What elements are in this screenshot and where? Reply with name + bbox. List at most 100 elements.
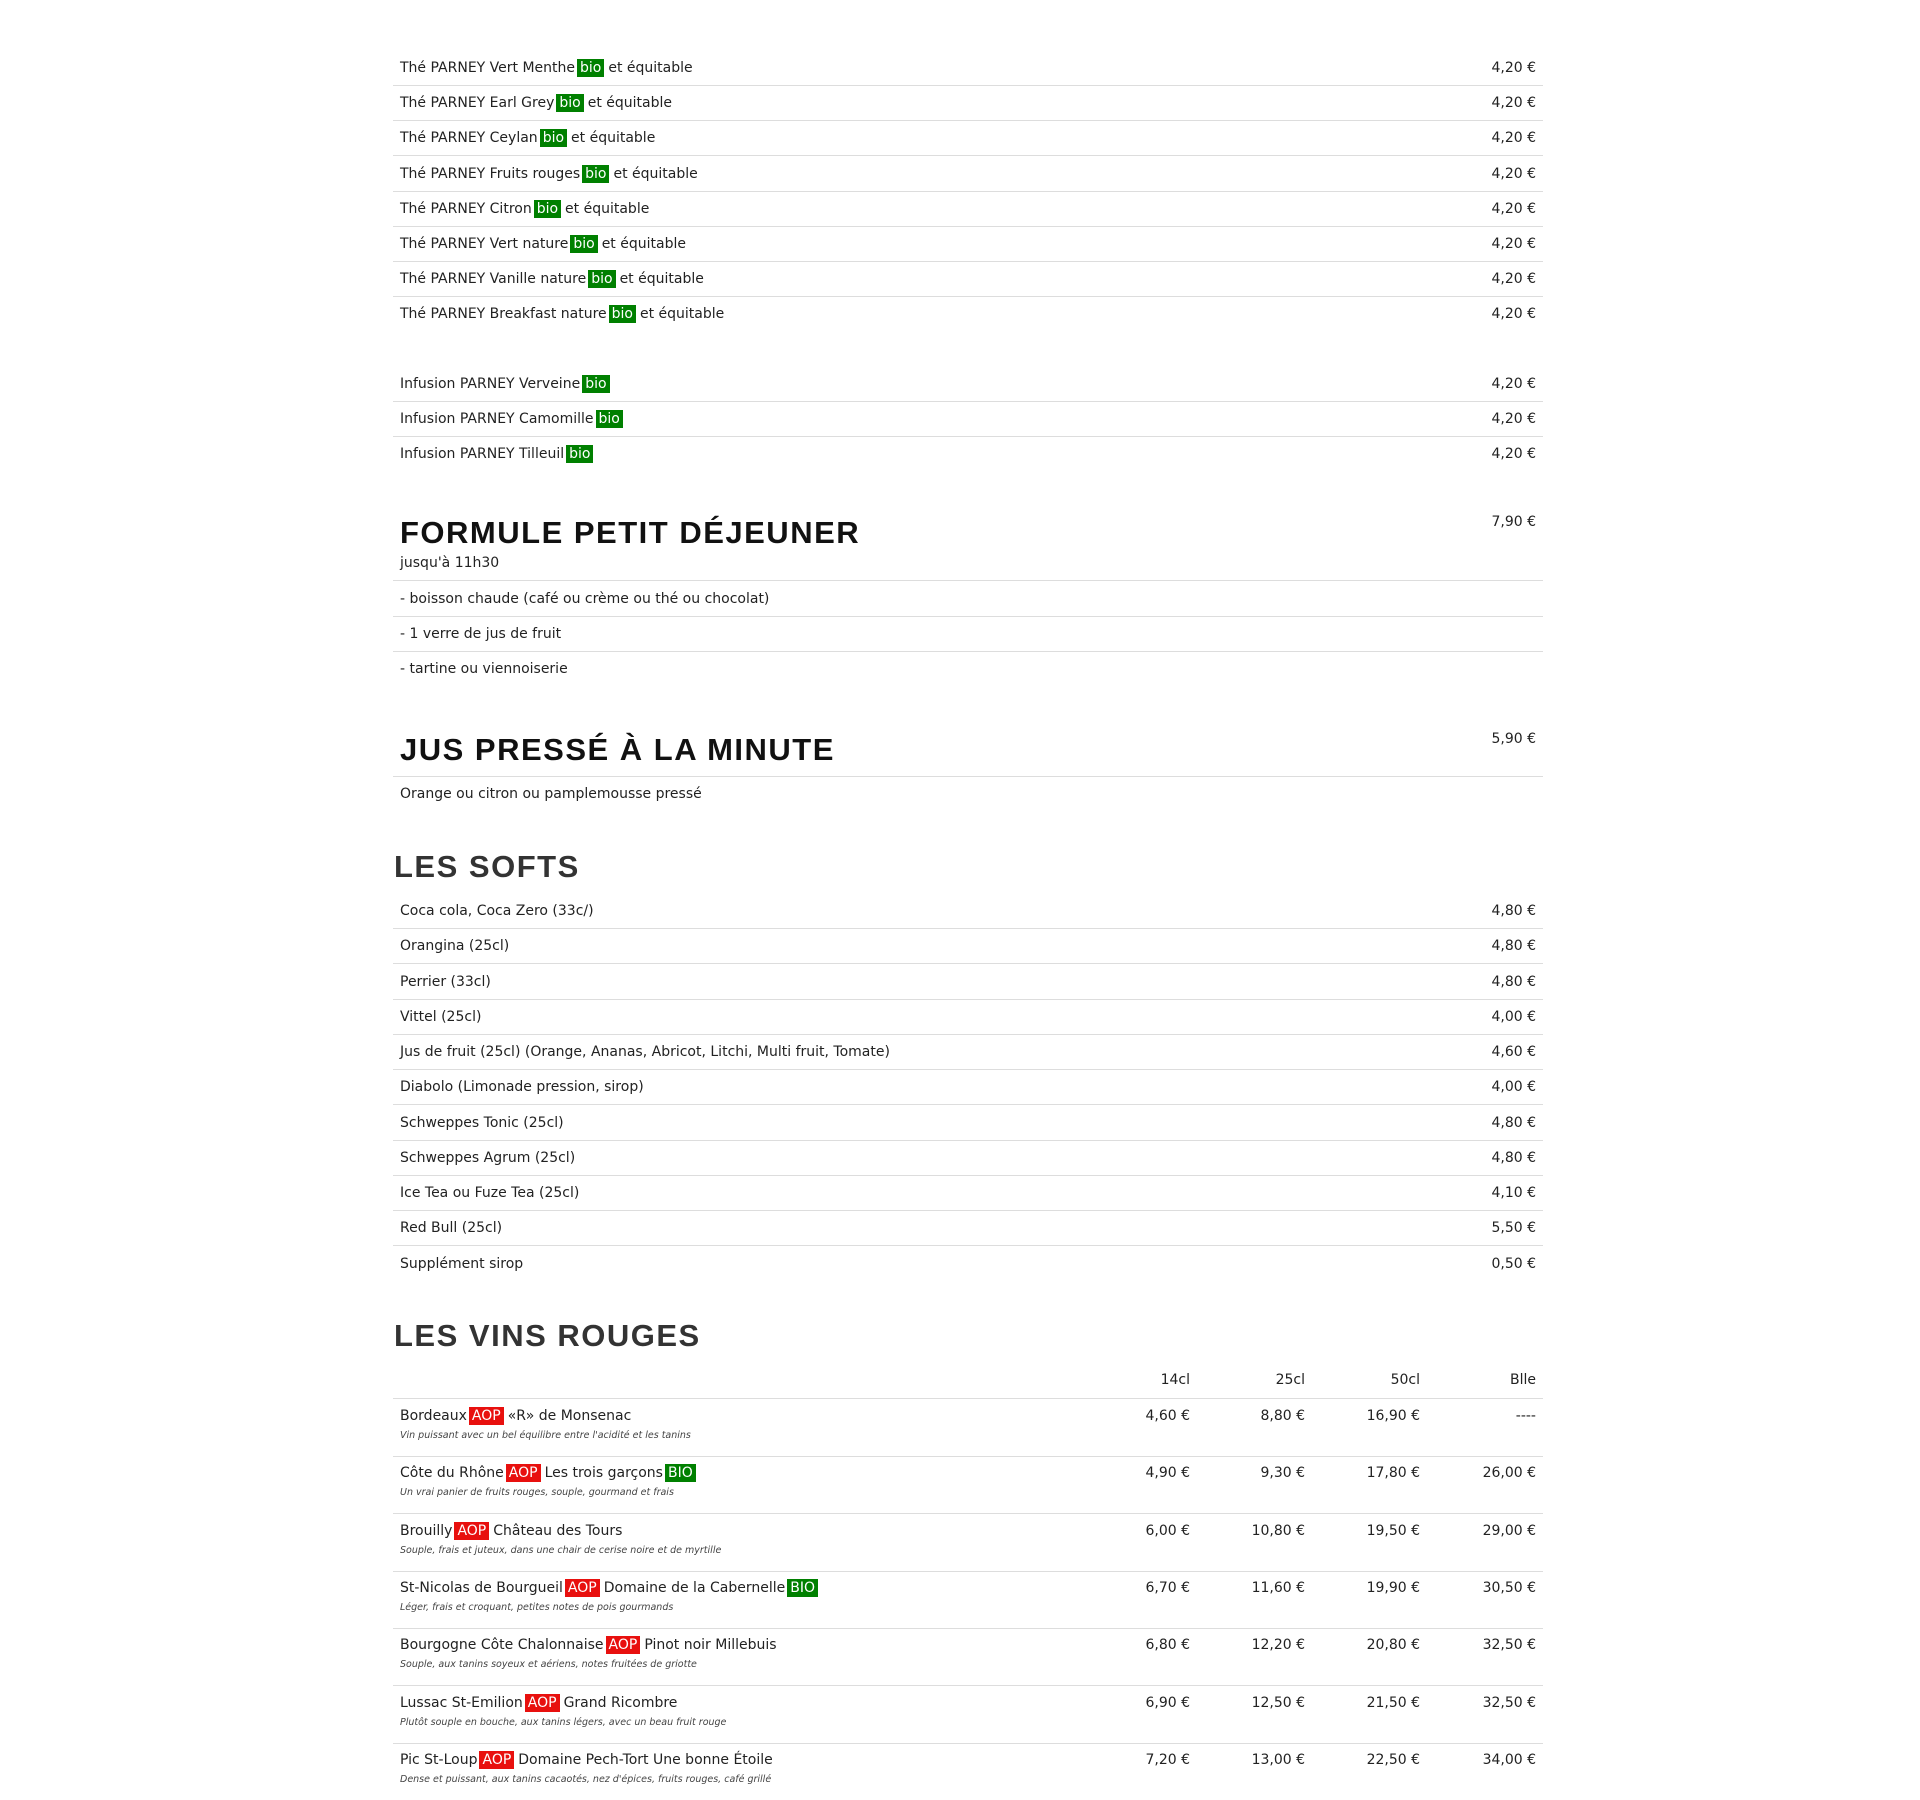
price: 19,50 € (1366, 1522, 1420, 1539)
price: 4,60 € (1145, 1408, 1190, 1424)
price: 4,60 € (1491, 1044, 1536, 1060)
text: St-Nicolas de Bourgueil (400, 1579, 563, 1596)
tea-item: Thé PARNEY Vert Menthe bio et équitable (400, 58, 693, 78)
badge: AOP (605, 1636, 641, 1655)
separator (393, 1104, 1543, 1106)
separator (393, 1742, 1543, 1744)
price: 4,20 € (1491, 60, 1536, 76)
separator (393, 998, 1543, 1000)
text: et équitable (639, 306, 725, 323)
badge: bio (577, 59, 605, 77)
price: 30,50 € (1482, 1579, 1536, 1596)
tea-item: Thé PARNEY Breakfast nature bio et équitab… (400, 304, 724, 324)
text: et équitable (571, 130, 656, 147)
separator (393, 1245, 1543, 1247)
text: Thé PARNEY Earl Grey (400, 95, 555, 112)
price: 13,00 € (1251, 1751, 1305, 1768)
heading: JUS PRESSÉ À LA MINUTE (400, 732, 835, 767)
text: Thé PARNEY Vert Menthe (400, 60, 575, 76)
price: 7,90 € (1491, 514, 1536, 530)
soft-name: Diabolo (Limonade pression, sirop) (400, 1079, 644, 1096)
subtitle: jusqu'à 11h30 (400, 555, 500, 571)
text: Thé PARNEY Fruits rouges (400, 165, 581, 182)
price: 4,20 € (1491, 446, 1536, 463)
text: Infusion PARNEY Verveine (400, 376, 581, 392)
price: 4,90 € (1145, 1465, 1190, 1482)
price: 4,20 € (1491, 236, 1536, 252)
wine-name: St-Nicolas de Bourgueil AOP Domaine de la … (400, 1578, 822, 1598)
price: 4,80 € (1491, 938, 1536, 955)
wine-description: Souple, frais et juteux, dans une chair … (400, 1544, 722, 1556)
separator (393, 580, 1543, 581)
price: 4,20 € (1491, 271, 1536, 288)
price: 50cl (1390, 1372, 1420, 1388)
badge: bio (556, 94, 584, 113)
wine-description: Souple, aux tanins soyeux et aériens, no… (400, 1659, 697, 1671)
infusion-item: Infusion PARNEY Camomille bio (400, 409, 627, 429)
price: 6,70 € (1145, 1579, 1190, 1596)
price: 4,80 € (1491, 903, 1536, 919)
price: 4,20 € (1491, 165, 1536, 182)
wine-description: Un vrai panier de fruits rouges, souple,… (400, 1487, 674, 1499)
text: Thé PARNEY Ceylan (400, 130, 538, 147)
section-title: LES VINS ROUGES (394, 1318, 701, 1353)
price: 6,80 € (1145, 1637, 1190, 1654)
price: 4,20 € (1491, 200, 1536, 217)
wine-description: Dense et puissant, aux tanins cacaotés, … (400, 1773, 772, 1785)
price: 22,50 € (1366, 1751, 1420, 1768)
soft-name: Schweppes Agrum (25cl) (400, 1149, 576, 1166)
separator (393, 120, 1543, 122)
separator (393, 1069, 1543, 1070)
price: 19,90 € (1366, 1579, 1420, 1596)
heading: FORMULE PETIT DÉJEUNER (400, 515, 861, 550)
tea-item: Thé PARNEY Citron bio et équitable (400, 199, 649, 219)
badge: AOP (524, 1693, 560, 1712)
wine-name: Bourgogne Côte Chalonnaise AOP Pinot noir … (400, 1635, 777, 1655)
text: Thé PARNEY Citron (400, 200, 532, 217)
price: 12,20 € (1251, 1637, 1305, 1654)
separator (393, 928, 1543, 929)
soft-name: Vittel (25cl) (400, 1008, 482, 1025)
separator (393, 616, 1543, 617)
tea-item: Thé PARNEY Ceylan bio et équitable (400, 128, 655, 148)
soft-name: Jus de fruit (25cl) (Orange, Ananas, Abr… (400, 1044, 890, 1060)
price: 5,90 € (1491, 731, 1536, 747)
price: 12,50 € (1251, 1694, 1305, 1711)
badge: AOP (479, 1750, 515, 1769)
tea-item: Thé PARNEY Fruits rouges bio et équitable (400, 164, 698, 184)
text: et équitable (608, 60, 693, 76)
wine-description: Léger, frais et croquant, petites notes … (400, 1601, 674, 1613)
price: 34,00 € (1482, 1751, 1536, 1768)
separator (393, 1139, 1543, 1141)
price: 7,20 € (1145, 1751, 1190, 1768)
wine-description: Vin puissant avec un bel équilibre entre… (400, 1430, 691, 1441)
separator (393, 1033, 1543, 1035)
separator (393, 1174, 1543, 1176)
separator (393, 1456, 1543, 1457)
separator (393, 651, 1543, 653)
price: 4,00 € (1491, 1008, 1536, 1025)
text: «R» de Monsenac (507, 1408, 632, 1424)
separator (393, 401, 1543, 402)
description: Orange ou citron ou pamplemousse pressé (400, 786, 702, 802)
tea-item: Thé PARNEY Earl Grey bio et équitable (400, 93, 672, 113)
price: 21,50 € (1366, 1694, 1420, 1711)
badge: bio (566, 445, 594, 464)
separator (393, 85, 1543, 86)
formule-line: - tartine ou viennoiserie (400, 661, 568, 678)
text: Bourgogne Côte Chalonnaise (400, 1637, 604, 1654)
text: Bordeaux (400, 1408, 467, 1424)
separator (393, 155, 1543, 157)
badge: bio (588, 270, 616, 289)
badge: bio (533, 199, 562, 218)
price: 25cl (1275, 1372, 1305, 1388)
badge: BIO (787, 1578, 818, 1597)
soft-name: Supplément sirop (400, 1255, 524, 1272)
section-title: LES SOFTS (394, 849, 580, 884)
soft-name: Red Bull (25cl) (400, 1220, 503, 1237)
badge: AOP (505, 1464, 541, 1483)
badge: bio (595, 410, 623, 429)
price: 4,20 € (1491, 95, 1536, 112)
text: Côte du Rhône (400, 1465, 504, 1482)
